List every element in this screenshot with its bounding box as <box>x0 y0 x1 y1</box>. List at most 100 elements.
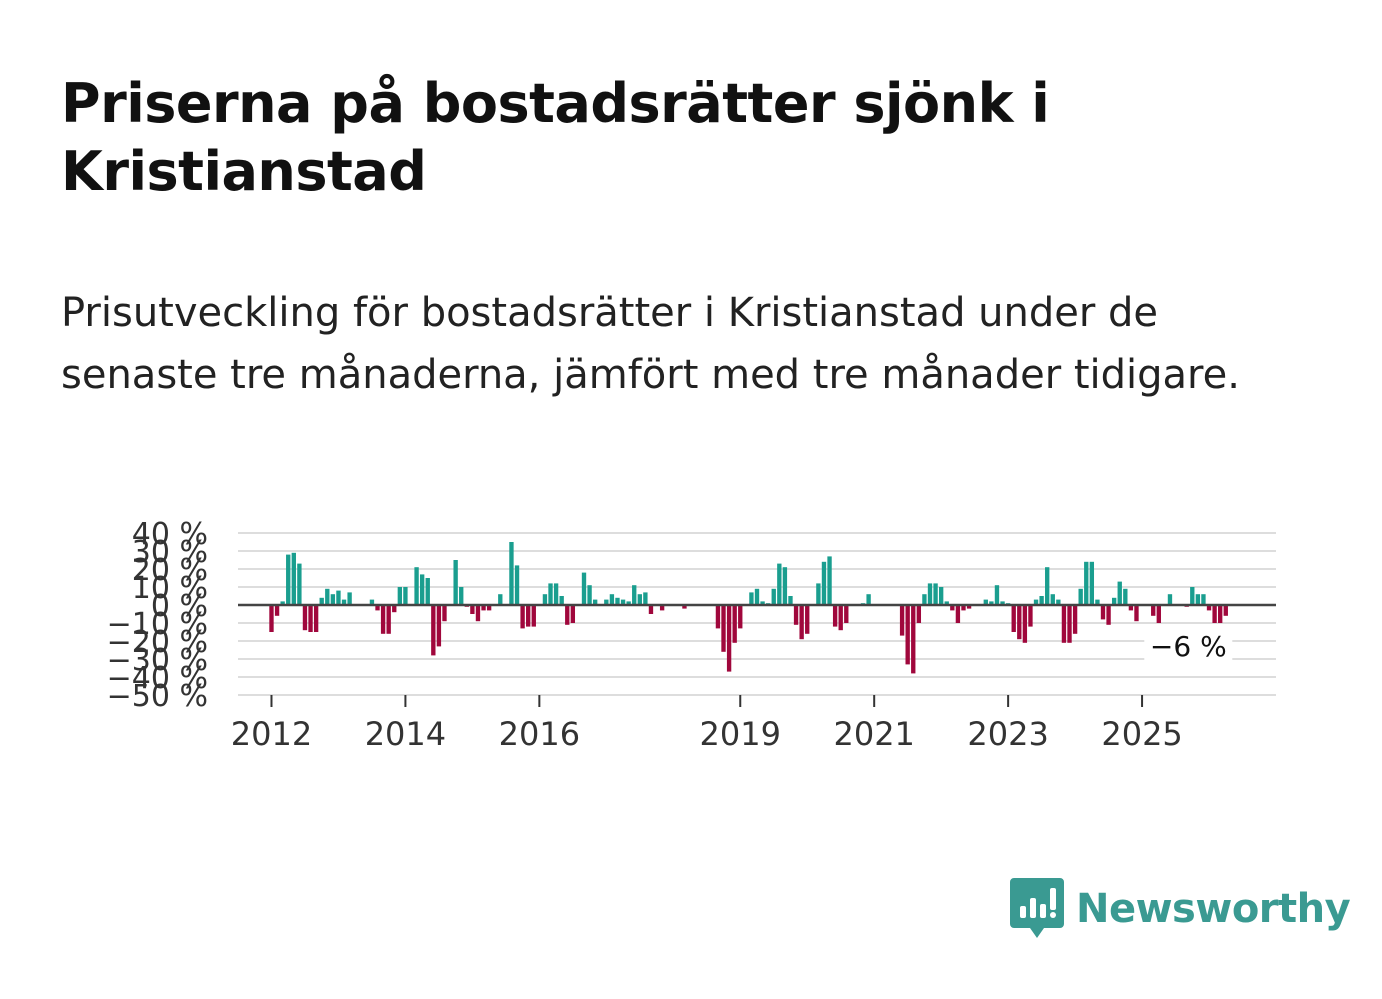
bar <box>1078 588 1083 605</box>
bar <box>592 599 598 605</box>
x-tick-label: 2012 <box>231 715 312 753</box>
bar <box>526 605 531 627</box>
bar <box>1111 597 1117 605</box>
newsworthy-logo-icon <box>1010 878 1064 938</box>
bar <box>726 605 732 672</box>
bar <box>994 585 1000 605</box>
y-tick-label: −20 % <box>107 625 208 660</box>
x-tick-label: 2016 <box>499 715 580 753</box>
bar <box>1095 599 1100 605</box>
bar <box>682 605 687 609</box>
bar <box>782 567 788 605</box>
bar <box>1045 567 1050 605</box>
bar <box>509 542 514 605</box>
bar <box>1039 596 1044 605</box>
bar <box>905 605 910 665</box>
bar <box>788 596 793 605</box>
y-tick-label: 30 % <box>132 535 208 570</box>
bar <box>1000 601 1005 605</box>
bar <box>938 587 944 605</box>
bar <box>498 594 503 605</box>
bar <box>274 605 280 616</box>
bar <box>1117 581 1122 605</box>
y-tick-label: −10 % <box>107 607 208 642</box>
bar <box>548 583 553 605</box>
bar <box>1050 594 1055 605</box>
bar <box>565 605 570 625</box>
x-tick-label: 2023 <box>967 715 1048 753</box>
bar <box>821 561 827 605</box>
bar <box>1123 588 1128 605</box>
bar <box>325 588 330 605</box>
bar <box>442 605 447 622</box>
x-axis: 2012 2014 2016 2019 2021 2023 2025 <box>231 695 1183 753</box>
bar <box>659 605 665 611</box>
bar <box>581 572 587 605</box>
bar <box>911 605 916 674</box>
bar <box>1028 605 1033 627</box>
bar <box>604 599 609 605</box>
bar <box>414 567 419 605</box>
bar <box>799 605 804 640</box>
bar <box>587 585 592 605</box>
bar <box>615 597 620 605</box>
bar <box>643 592 648 605</box>
bar <box>715 605 721 629</box>
bar <box>1134 605 1139 622</box>
bar <box>916 605 922 623</box>
bar <box>620 599 626 605</box>
bar <box>330 594 336 605</box>
bar <box>1017 605 1022 640</box>
bar <box>738 605 743 629</box>
annotation-bg <box>1144 627 1233 666</box>
newsworthy-logo[interactable]: Newsworthy <box>1010 878 1351 940</box>
bar <box>1056 599 1061 605</box>
bar <box>553 583 559 605</box>
bar <box>313 605 319 632</box>
bar <box>961 605 966 611</box>
bar <box>380 605 386 634</box>
y-axis: 40 %30 %20 %10 %0 %−10 %−20 %−30 %−40 %−… <box>107 517 208 714</box>
bar <box>531 605 536 627</box>
bar <box>933 583 938 605</box>
bar <box>425 578 430 605</box>
bar <box>793 605 799 625</box>
bar <box>514 565 520 605</box>
y-tick-label: −40 % <box>107 661 208 696</box>
bar <box>297 563 302 605</box>
bar <box>280 601 285 605</box>
bar <box>609 594 615 605</box>
bar <box>1067 605 1072 643</box>
bar <box>989 601 994 605</box>
bar <box>1089 561 1095 605</box>
bar <box>459 587 464 605</box>
bar <box>1061 605 1067 643</box>
bar <box>559 596 564 605</box>
bar <box>754 588 760 605</box>
bar <box>777 563 782 605</box>
bar <box>1218 605 1223 623</box>
bar <box>632 585 637 605</box>
bar <box>436 605 442 647</box>
chart-subtitle: Prisutveckling för bostadsrätter i Krist… <box>61 290 1240 398</box>
bar <box>570 605 576 623</box>
bar <box>805 605 810 634</box>
bar <box>308 605 313 632</box>
y-tick-label: 10 % <box>132 571 208 606</box>
bar <box>637 594 642 605</box>
bar <box>832 605 838 627</box>
bars <box>238 542 1276 674</box>
bar-chart: 40 %30 %20 %10 %0 %−10 %−20 %−30 %−40 %−… <box>107 517 1276 753</box>
y-tick-label: −30 % <box>107 643 208 678</box>
bar <box>950 605 955 611</box>
bar <box>899 605 905 636</box>
bar <box>347 592 352 605</box>
x-tick-label: 2019 <box>700 715 781 753</box>
bar <box>336 590 341 605</box>
bar <box>922 594 927 605</box>
bar <box>1100 605 1106 620</box>
brand-name: Newsworthy <box>1076 886 1351 932</box>
bar <box>481 605 486 611</box>
bar <box>470 605 475 614</box>
bar <box>1022 605 1028 643</box>
